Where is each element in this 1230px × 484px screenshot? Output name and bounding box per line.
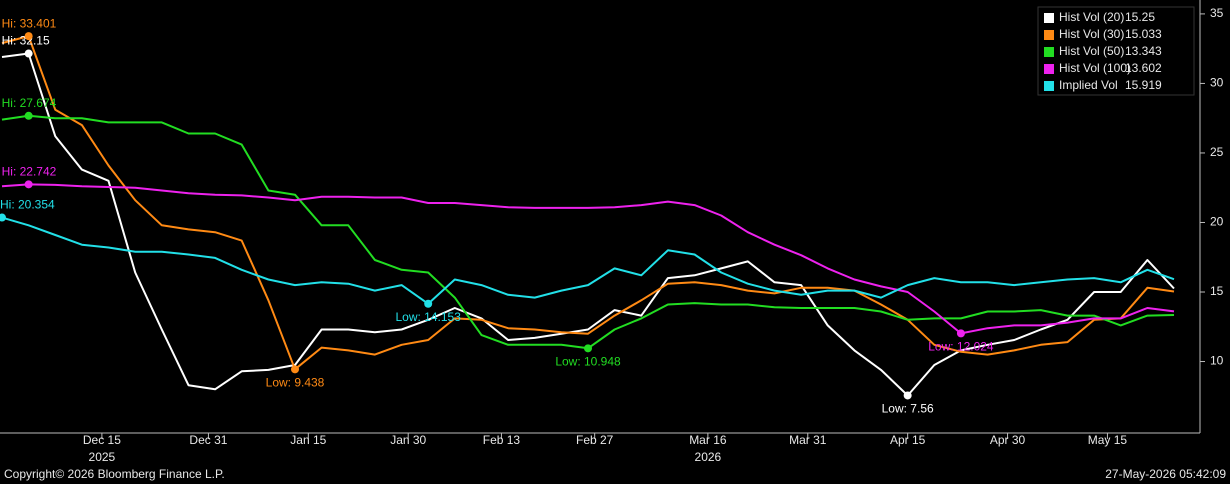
extreme-marker bbox=[424, 299, 433, 308]
legend-label: Hist Vol (100) bbox=[1059, 61, 1131, 75]
extreme-label: Hi: 33.401 bbox=[2, 16, 57, 30]
extreme-marker bbox=[24, 180, 33, 189]
series-line bbox=[1, 35, 1175, 371]
y-tick-label: 35 bbox=[1210, 6, 1224, 20]
legend-value: 15.25 bbox=[1125, 10, 1155, 24]
y-tick-label: 30 bbox=[1210, 76, 1224, 90]
legend-swatch bbox=[1044, 81, 1054, 91]
extreme-label: Hi: 20.354 bbox=[0, 198, 55, 212]
legend-box bbox=[1037, 6, 1195, 96]
legend-swatch bbox=[1044, 64, 1054, 74]
legend-value: 15.919 bbox=[1125, 78, 1162, 92]
x-tick-label: May 15 bbox=[1088, 433, 1128, 447]
series-line bbox=[1, 183, 1175, 335]
legend-value: 15.033 bbox=[1125, 27, 1162, 41]
copyright: Copyright© 2026 Bloomberg Finance L.P. bbox=[4, 467, 225, 481]
extreme-label: Hi: 32.15 bbox=[2, 34, 50, 48]
x-tick-label: Mar 16 bbox=[689, 433, 727, 447]
y-tick-label: 15 bbox=[1210, 284, 1224, 298]
x-tick-label: Dec 31 bbox=[189, 433, 227, 447]
extreme-label: Hi: 27.674 bbox=[2, 96, 57, 110]
x-tick-label: Feb 27 bbox=[576, 433, 614, 447]
extreme-marker bbox=[24, 111, 33, 120]
series-line bbox=[1, 52, 1175, 397]
legend-label: Hist Vol (20) bbox=[1059, 10, 1124, 24]
legend-swatch bbox=[1044, 30, 1054, 40]
extreme-marker bbox=[291, 365, 300, 374]
extreme-label: Low: 10.948 bbox=[555, 355, 621, 369]
timestamp: 27-May-2026 05:42:09 bbox=[1105, 467, 1226, 481]
legend-label: Hist Vol (30) bbox=[1059, 27, 1124, 41]
extreme-label: Low: 9.438 bbox=[266, 376, 325, 390]
year-label: 2025 bbox=[89, 450, 116, 464]
extreme-marker bbox=[903, 391, 912, 400]
extreme-label: Low: 7.56 bbox=[882, 402, 934, 416]
extreme-marker bbox=[24, 49, 33, 58]
x-tick-label: Jan 30 bbox=[390, 433, 426, 447]
extreme-label: Low: 14.153 bbox=[395, 310, 461, 324]
series-line bbox=[1, 216, 1175, 305]
x-tick-label: Apr 15 bbox=[890, 433, 926, 447]
extreme-label: Low: 12.024 bbox=[928, 340, 994, 354]
legend-value: 13.602 bbox=[1125, 61, 1162, 75]
legend-swatch bbox=[1044, 13, 1054, 23]
legend-swatch bbox=[1044, 47, 1054, 57]
y-tick-label: 10 bbox=[1210, 354, 1224, 368]
legend-label: Hist Vol (50) bbox=[1059, 44, 1124, 58]
x-tick-label: Jan 15 bbox=[290, 433, 326, 447]
x-tick-label: Feb 13 bbox=[483, 433, 521, 447]
extreme-marker bbox=[24, 32, 33, 41]
extreme-marker bbox=[0, 213, 6, 222]
legend-value: 13.343 bbox=[1125, 44, 1162, 58]
x-tick-label: Dec 15 bbox=[83, 433, 121, 447]
legend-label: Implied Vol bbox=[1059, 78, 1118, 92]
series-line bbox=[1, 114, 1175, 350]
extreme-marker bbox=[956, 329, 965, 338]
extreme-marker bbox=[584, 344, 593, 353]
y-tick-label: 25 bbox=[1210, 145, 1224, 159]
x-tick-label: Apr 30 bbox=[990, 433, 1026, 447]
extreme-label: Hi: 22.742 bbox=[2, 165, 57, 179]
year-label: 2026 bbox=[695, 450, 722, 464]
y-tick-label: 20 bbox=[1210, 215, 1224, 229]
x-tick-label: Mar 31 bbox=[789, 433, 827, 447]
